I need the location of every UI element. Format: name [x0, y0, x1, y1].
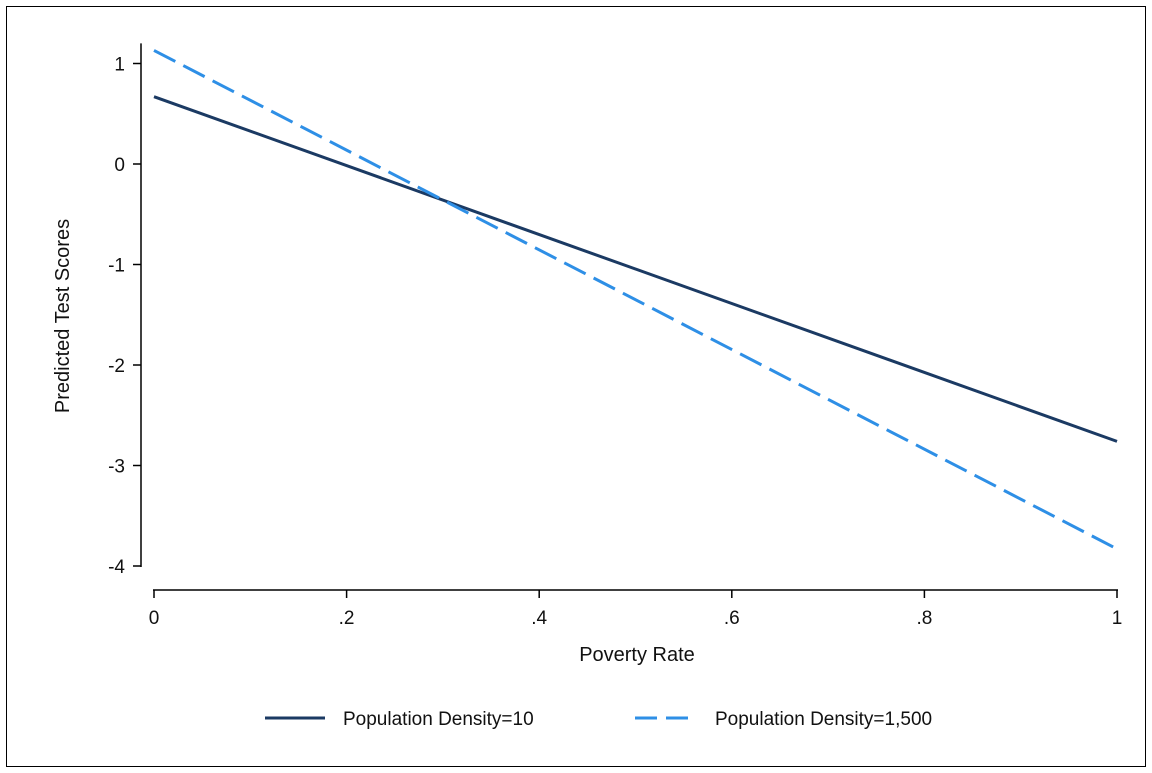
y-tick-label: -2: [108, 356, 125, 377]
x-tick-label: .4: [531, 608, 547, 629]
y-tick-label: -1: [108, 256, 125, 277]
axes: [140, 43, 1118, 591]
x-tick-label: 1: [1112, 608, 1123, 629]
y-tick-label: 0: [114, 155, 125, 176]
x-tick-label: .6: [724, 608, 740, 629]
y-tick-label: -4: [108, 557, 125, 578]
y-tick-label: 1: [114, 55, 125, 76]
y-tick-label: -3: [108, 457, 125, 478]
chart-frame: 1 0 -1 -2 -3 -4 0 .2 .4 .6 .8 1 Poverty Rate Predi…: [6, 6, 1146, 767]
x-ticks: 0 .2 .4 .6 .8 1: [149, 590, 1123, 629]
series-layer: [153, 49, 1118, 551]
x-tick-label: .2: [339, 608, 355, 629]
x-tick-label: .8: [916, 608, 932, 629]
legend: Population Density=10 Population Density…: [265, 709, 932, 730]
x-tick-label: 0: [149, 608, 160, 629]
series-line-1: [153, 49, 1118, 551]
y-axis-title: Predicted Test Scores: [52, 219, 74, 413]
chart: 1 0 -1 -2 -3 -4 0 .2 .4 .6 .8 1 Poverty Rate Predi…: [52, 43, 1123, 730]
legend-label-series-0: Population Density=10: [343, 709, 534, 730]
legend-label-series-1: Population Density=1,500: [715, 709, 932, 730]
y-ticks: 1 0 -1 -2 -3 -4: [108, 55, 141, 578]
series-line-0: [153, 95, 1118, 443]
x-axis-title: Poverty Rate: [579, 644, 695, 666]
